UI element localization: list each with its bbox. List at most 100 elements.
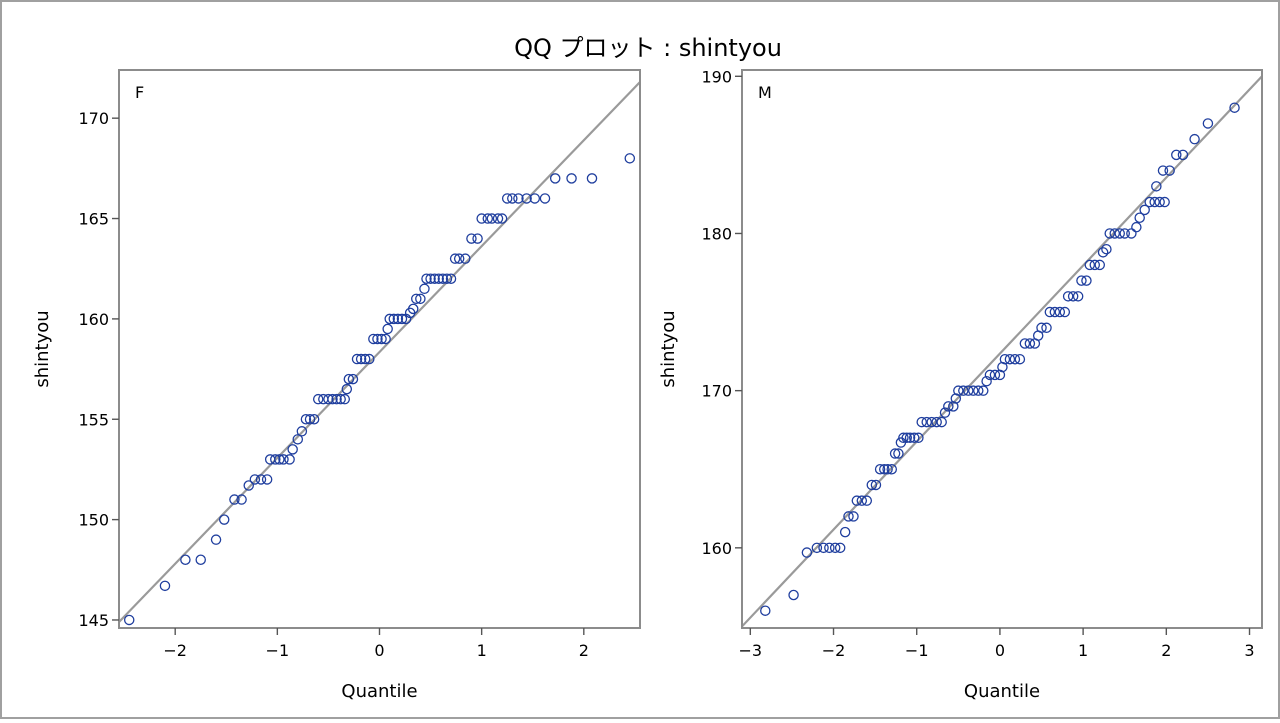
data-point: [913, 432, 924, 444]
data-point: [893, 448, 904, 459]
data-point: [343, 373, 355, 385]
y-tick-label: 160: [701, 539, 732, 558]
data-point: [195, 554, 206, 566]
data-point: [380, 333, 391, 345]
data-point: [921, 416, 932, 428]
data-point: [249, 474, 261, 485]
data-point: [382, 323, 393, 335]
x-tick-label: −1: [905, 641, 929, 660]
data-point: [856, 495, 868, 506]
data-point: [984, 369, 996, 381]
data-point: [433, 273, 445, 284]
data-point: [1202, 118, 1214, 129]
x-tick-label: 3: [1244, 641, 1254, 660]
data-point: [1109, 228, 1120, 239]
data-point: [486, 213, 498, 224]
plot-frame: [741, 69, 1263, 629]
data-point: [284, 454, 295, 465]
y-tick-label: 160: [78, 310, 109, 329]
data-point: [270, 454, 281, 465]
data-point: [496, 213, 508, 224]
data-point: [943, 401, 954, 412]
data-point: [466, 233, 477, 244]
data-point: [898, 432, 909, 444]
data-point: [296, 426, 308, 437]
data-point: [870, 479, 882, 491]
data-point: [539, 193, 551, 204]
data-point: [300, 414, 312, 425]
data-point: [1049, 306, 1061, 318]
data-point: [824, 542, 835, 554]
x-tick-label: 2: [1161, 641, 1171, 660]
x-tick-label: −2: [822, 641, 846, 660]
data-point: [368, 333, 379, 345]
data-point: [1019, 338, 1031, 349]
data-point: [304, 414, 316, 425]
y-axis-label: shintyou: [32, 310, 53, 387]
data-point: [963, 385, 974, 396]
data-point: [429, 273, 440, 284]
data-point: [274, 454, 285, 465]
data-point: [958, 385, 969, 396]
data-point: [994, 369, 1006, 381]
data-point: [1072, 291, 1084, 302]
data-point: [861, 495, 873, 506]
data-point: [760, 605, 771, 616]
data-point: [1119, 228, 1130, 239]
data-point: [159, 580, 171, 592]
data-point: [948, 401, 959, 412]
data-point: [1126, 228, 1137, 239]
data-point: [1054, 306, 1066, 318]
data-point: [866, 479, 878, 491]
data-point: [364, 353, 375, 365]
data-point: [848, 511, 859, 522]
data-point: [1164, 165, 1175, 176]
data-point: [586, 173, 598, 184]
data-point: [901, 432, 912, 444]
y-tick-label: 165: [78, 210, 109, 229]
data-point: [335, 393, 346, 405]
x-tick-label: 1: [477, 641, 487, 660]
data-point: [180, 554, 191, 566]
x-axis-label: Quantile: [964, 681, 1040, 702]
data-point: [939, 407, 951, 418]
data-point: [460, 253, 471, 264]
data-point: [908, 432, 920, 444]
data-point: [1094, 259, 1106, 271]
data-point: [312, 393, 324, 405]
data-point: [981, 375, 992, 387]
data-point: [507, 193, 518, 204]
data-point: [392, 313, 404, 325]
data-point: [882, 463, 893, 475]
data-point: [1171, 149, 1182, 161]
data-points: [123, 153, 636, 626]
data-point: [407, 303, 419, 315]
data-point: [1134, 212, 1145, 224]
data-point: [396, 313, 408, 325]
data-point: [1131, 221, 1142, 233]
data-point: [874, 463, 886, 475]
data-point: [997, 361, 1008, 373]
data-point: [1036, 322, 1047, 334]
data-point: [421, 273, 432, 284]
data-point: [355, 353, 367, 365]
data-point: [521, 193, 532, 204]
data-point: [549, 173, 561, 184]
data-point: [1024, 338, 1036, 349]
data-point: [788, 589, 799, 601]
data-point: [1097, 247, 1109, 258]
y-tick-label: 170: [78, 109, 109, 128]
data-point: [916, 416, 927, 428]
data-point: [989, 369, 1001, 381]
data-point: [376, 333, 387, 345]
data-point: [834, 542, 846, 554]
data-point: [936, 416, 947, 428]
data-point: [255, 474, 267, 485]
data-point: [1159, 196, 1170, 208]
data-point: [1114, 228, 1125, 239]
data-point: [476, 213, 487, 224]
data-point: [843, 511, 854, 522]
data-point: [1157, 165, 1169, 176]
data-point: [441, 273, 453, 284]
